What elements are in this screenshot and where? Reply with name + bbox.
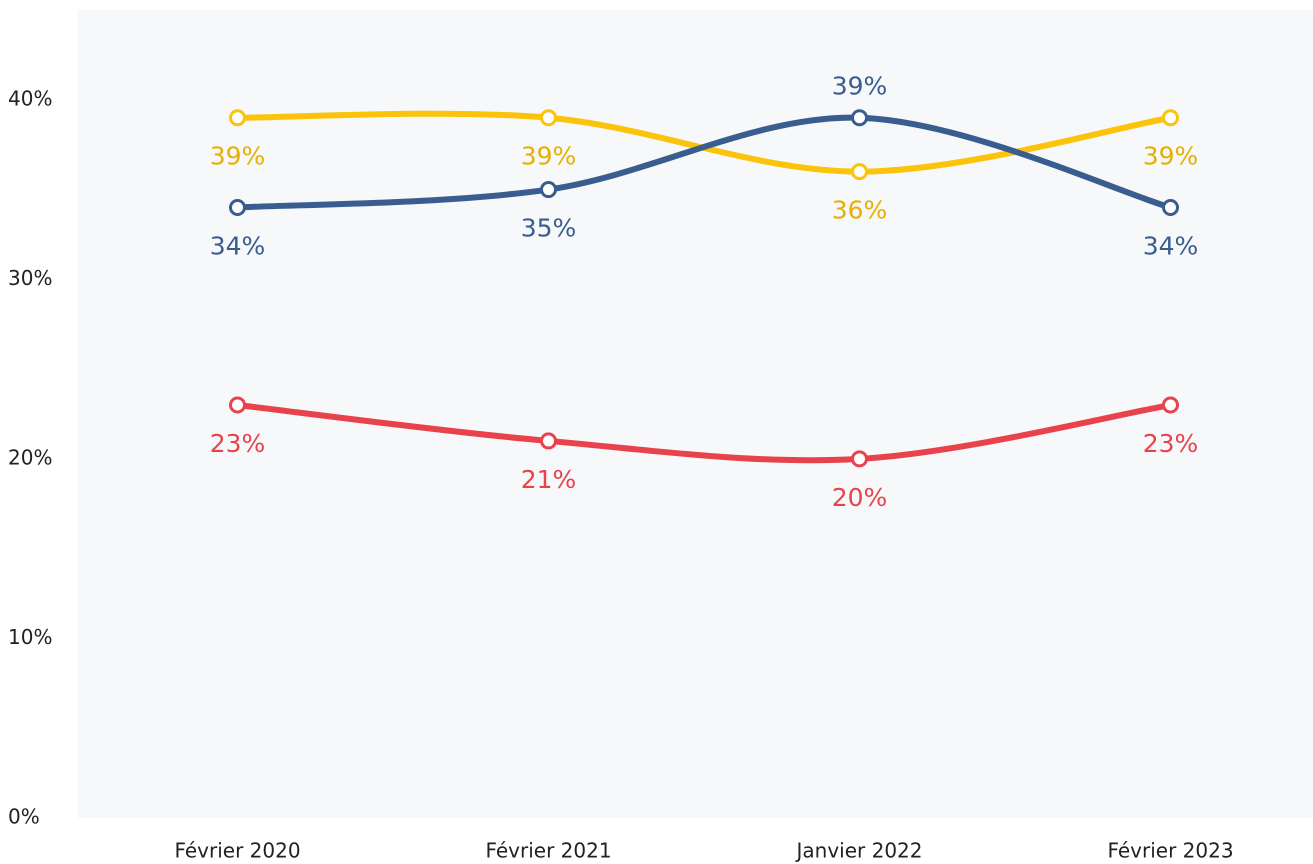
data-point	[1162, 199, 1179, 217]
data-point	[540, 181, 557, 199]
data-label: 36%	[832, 196, 888, 225]
data-point	[1162, 396, 1179, 414]
series-line	[234, 402, 1174, 464]
data-point	[851, 109, 868, 127]
data-label: 35%	[521, 214, 577, 243]
data-label: 39%	[832, 72, 888, 101]
x-tick-label: Janvier 2022	[794, 839, 922, 863]
data-point	[229, 109, 246, 127]
data-point	[851, 163, 868, 181]
data-label: 20%	[832, 483, 888, 512]
data-point	[540, 109, 557, 127]
data-label: 39%	[1143, 142, 1199, 171]
y-tick-label: 20%	[8, 445, 52, 469]
data-label: 34%	[210, 232, 266, 261]
y-tick-label: 0%	[8, 805, 40, 829]
x-tick-label: Février 2020	[174, 839, 300, 863]
data-label: 23%	[210, 429, 266, 458]
data-point	[229, 396, 246, 414]
x-tick-label: Février 2023	[1107, 839, 1233, 863]
data-point	[851, 450, 868, 468]
y-tick-label: 30%	[8, 266, 52, 290]
data-label: 21%	[521, 465, 577, 494]
data-point	[229, 199, 246, 217]
y-tick-label: 40%	[8, 86, 52, 110]
series-line	[234, 114, 1174, 211]
data-label: 23%	[1143, 429, 1199, 458]
data-point	[540, 432, 557, 450]
data-label: 39%	[210, 142, 266, 171]
data-label: 39%	[521, 142, 577, 171]
data-point	[1162, 109, 1179, 127]
y-tick-label: 10%	[8, 625, 52, 649]
x-tick-label: Février 2021	[485, 839, 611, 863]
data-label: 34%	[1143, 232, 1199, 261]
